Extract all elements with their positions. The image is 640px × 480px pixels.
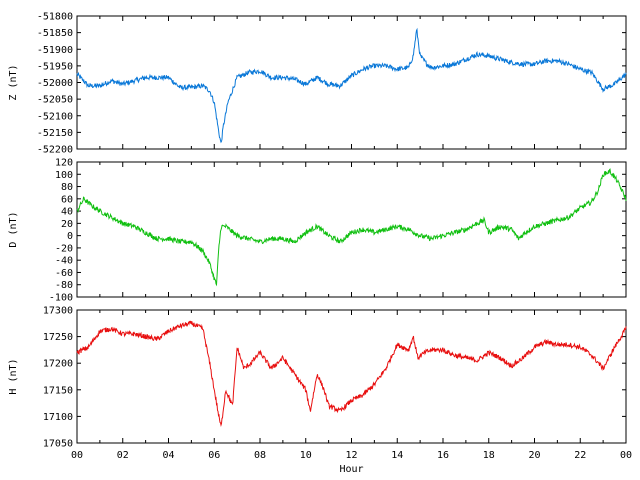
panel-3: 17300 17250 17200 17150 17100 17050 H (nT) (8, 306, 627, 450)
x-tick-label: 14 (391, 450, 403, 461)
y-tick-label: -51800 (37, 12, 73, 23)
x-tick-label: 20 (528, 450, 540, 461)
y-tick-label: 17150 (43, 385, 73, 396)
series-line (76, 27, 627, 144)
series-line (76, 168, 627, 287)
y-tick-label: -52000 (37, 78, 73, 89)
y-tick-label: 17200 (43, 359, 73, 370)
panel-frame (76, 309, 627, 444)
y-tick-label: 80 (61, 182, 73, 193)
y-tick-label: -52100 (37, 111, 73, 122)
x-tick-label: 22 (574, 450, 586, 461)
y-tick-label: 100 (55, 170, 73, 181)
y-tick-label: -51950 (37, 61, 73, 72)
y-tick-label: 17300 (43, 306, 73, 317)
y-tick-label: -20 (55, 243, 73, 254)
y-axis-label: H (nT) (8, 358, 19, 394)
y-tick-label: -60 (55, 268, 73, 279)
y-tick-label: -51900 (37, 45, 73, 56)
y-tick-label: 17250 (43, 332, 73, 343)
y-tick-label: -100 (49, 293, 73, 304)
x-axis-label: Hour (339, 464, 363, 475)
y-tick-label: 40 (61, 207, 73, 218)
y-tick-label: 17100 (43, 412, 73, 423)
x-tick-label: 06 (208, 450, 220, 461)
panel-1: -51800 -51850 -51900 -51950 -52000 -52050 -521… (8, 12, 627, 156)
y-tick-label: 120 (55, 158, 73, 169)
x-tick-label: 08 (254, 450, 266, 461)
y-axis-label: D (nT) (8, 211, 19, 247)
y-tick-label: -52200 (37, 145, 73, 156)
y-tick-label: -80 (55, 280, 73, 291)
series-line (76, 320, 627, 428)
y-axis-label: Z (nT) (8, 64, 19, 100)
panel-frame (76, 161, 627, 298)
y-tick-label: 60 (61, 194, 73, 205)
x-tick-label: 10 (300, 450, 312, 461)
x-tick-label: 12 (345, 450, 357, 461)
x-tick-label: 18 (483, 450, 495, 461)
x-tick-label: 04 (162, 450, 174, 461)
x-tick-label: 16 (437, 450, 449, 461)
y-tick-label: -52050 (37, 95, 73, 106)
x-tick-label: 00 (620, 450, 632, 461)
y-tick-label: -51850 (37, 28, 73, 39)
x-tick-label: 02 (117, 450, 129, 461)
y-tick-label: 20 (61, 219, 73, 230)
panel-frame (76, 15, 627, 150)
y-tick-label: -52150 (37, 128, 73, 139)
x-tick-label: 00 (71, 450, 83, 461)
y-tick-label: 0 (67, 231, 73, 242)
y-tick-label: 17050 (43, 439, 73, 450)
y-tick-label: -40 (55, 256, 73, 267)
